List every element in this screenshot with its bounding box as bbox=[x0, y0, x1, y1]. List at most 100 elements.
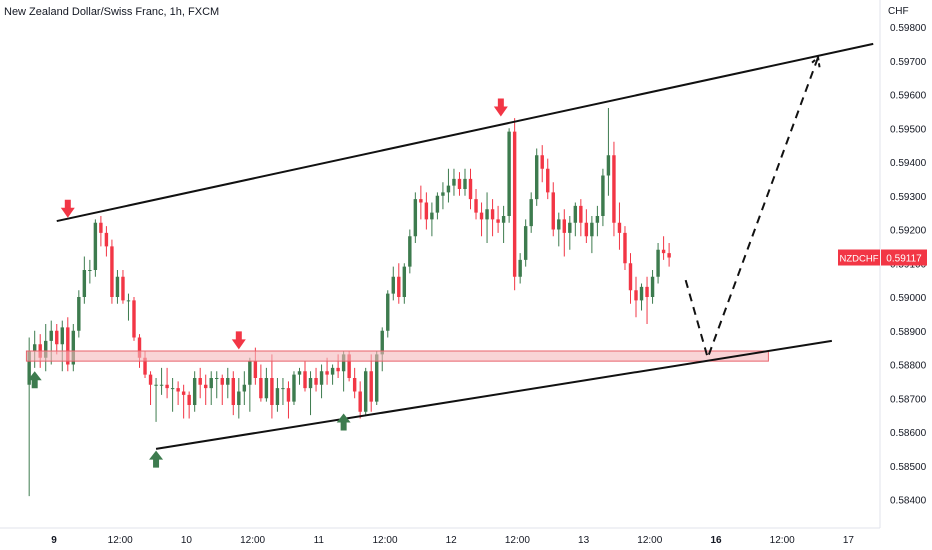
candle bbox=[104, 226, 109, 257]
candle bbox=[650, 270, 655, 304]
candle-body bbox=[165, 384, 169, 389]
candle bbox=[452, 168, 456, 196]
candle bbox=[523, 219, 528, 267]
candle-body bbox=[419, 199, 423, 203]
y-tick-label: 0.59600 bbox=[890, 91, 927, 102]
candle-body bbox=[518, 259, 522, 277]
candle-body bbox=[66, 327, 70, 365]
candle-body bbox=[203, 384, 208, 389]
candle bbox=[667, 243, 671, 267]
candle bbox=[419, 185, 423, 220]
candle-body bbox=[44, 340, 48, 358]
candle-body bbox=[104, 232, 109, 247]
candle-body bbox=[501, 216, 506, 223]
x-axis: 9 12:00 10 12:00 11 12:00 12 12:00 13 12:00 16 12:0… bbox=[0, 527, 880, 546]
y-tick-label: 0.58900 bbox=[890, 327, 927, 338]
candle bbox=[634, 276, 638, 318]
symbol-badge-label: NZDCHF bbox=[839, 254, 878, 265]
candle bbox=[413, 192, 418, 243]
projection-path bbox=[684, 57, 819, 361]
candle bbox=[435, 192, 440, 220]
candle bbox=[402, 263, 407, 304]
candle-body bbox=[595, 216, 600, 223]
candle bbox=[198, 367, 202, 399]
candle bbox=[468, 168, 473, 210]
candle bbox=[507, 128, 511, 223]
candle bbox=[562, 209, 567, 257]
candle bbox=[408, 229, 412, 274]
candle bbox=[242, 371, 247, 405]
candle-body bbox=[634, 290, 638, 301]
candle bbox=[192, 371, 197, 412]
candle bbox=[551, 182, 555, 237]
candle bbox=[226, 367, 230, 399]
x-tick-label: 12:00 bbox=[770, 535, 795, 546]
candle bbox=[501, 205, 506, 243]
candle bbox=[606, 108, 611, 196]
symbol-badge bbox=[838, 249, 880, 266]
candle bbox=[126, 293, 131, 321]
y-tick-label: 0.59300 bbox=[890, 192, 927, 203]
candle-body bbox=[286, 388, 291, 402]
candle bbox=[314, 367, 318, 392]
candle-body bbox=[325, 371, 329, 375]
candle-body bbox=[176, 388, 180, 392]
candle bbox=[115, 270, 120, 304]
support-zone bbox=[25, 350, 769, 362]
candle bbox=[579, 199, 583, 237]
candle-body bbox=[430, 212, 434, 220]
candle-body bbox=[573, 205, 578, 223]
candle bbox=[463, 168, 467, 196]
candle-body bbox=[154, 384, 158, 386]
candle-body bbox=[551, 192, 555, 230]
candle bbox=[540, 145, 544, 183]
y-tick-label: 0.58700 bbox=[890, 394, 927, 405]
candle-body bbox=[308, 378, 313, 389]
candle bbox=[490, 199, 495, 237]
candle bbox=[237, 378, 241, 419]
candle-body bbox=[479, 212, 484, 220]
y-tick-label: 0.59800 bbox=[890, 23, 927, 34]
candle-body bbox=[441, 192, 445, 196]
price-badge-label: 0.59117 bbox=[886, 254, 922, 265]
candle-body bbox=[121, 276, 125, 301]
candle bbox=[275, 378, 280, 412]
candle bbox=[573, 202, 578, 237]
candle-body bbox=[485, 209, 489, 220]
candle bbox=[595, 205, 600, 237]
up-arrow-icon bbox=[149, 450, 164, 468]
candle bbox=[292, 371, 296, 405]
candle bbox=[154, 378, 158, 422]
candle-body bbox=[457, 178, 462, 189]
candle-body bbox=[512, 131, 517, 277]
candle bbox=[590, 216, 594, 254]
candle-body bbox=[358, 391, 362, 412]
candle-body bbox=[413, 199, 418, 237]
candle bbox=[352, 367, 357, 399]
candle-body bbox=[601, 175, 605, 216]
candle bbox=[430, 202, 434, 237]
candle-body bbox=[275, 388, 280, 405]
candle-body bbox=[617, 222, 622, 233]
candle-body bbox=[352, 378, 357, 392]
candle bbox=[534, 148, 539, 206]
down-arrow-icon bbox=[60, 199, 75, 218]
candle bbox=[165, 367, 169, 399]
candle bbox=[330, 364, 335, 385]
candle-body bbox=[628, 263, 633, 291]
candle bbox=[612, 141, 616, 237]
candle bbox=[474, 189, 478, 220]
candle-body bbox=[226, 378, 230, 385]
candle bbox=[623, 226, 627, 270]
candle-body bbox=[590, 222, 594, 237]
candle bbox=[181, 384, 186, 419]
x-tick-label: 11 bbox=[314, 535, 325, 546]
candle bbox=[319, 364, 324, 399]
x-tick-label: 10 bbox=[181, 535, 193, 546]
candle-body bbox=[402, 266, 407, 297]
candle-body bbox=[209, 378, 213, 389]
candle-body bbox=[623, 232, 627, 264]
candle bbox=[557, 212, 561, 247]
candle-body bbox=[220, 378, 224, 385]
candle bbox=[148, 371, 153, 405]
